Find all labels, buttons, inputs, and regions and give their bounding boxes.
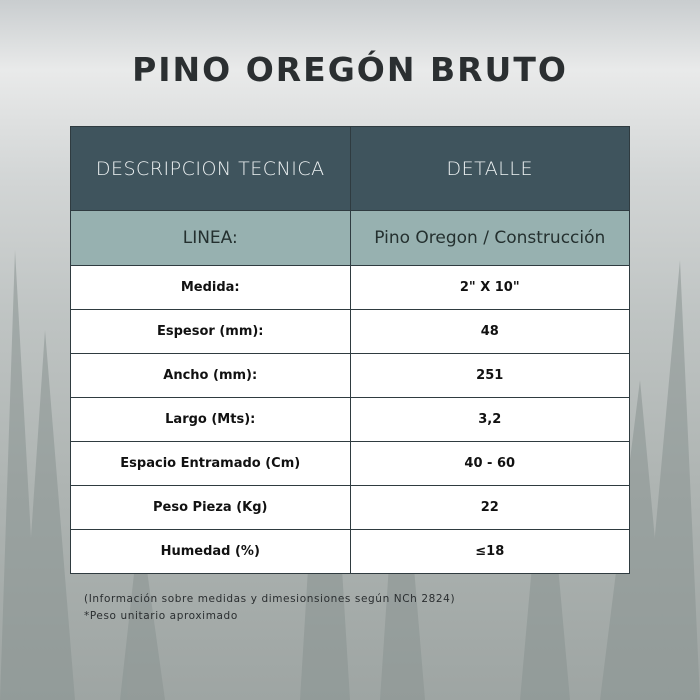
row-value: 2" X 10" [349, 265, 630, 310]
line-row: LINEA: Pino Oregon / Construcción [70, 210, 630, 266]
header-description: DESCRIPCION TECNICA [70, 126, 351, 211]
footnotes: (Información sobre medidas y dimesionsio… [84, 591, 455, 625]
line-value: Pino Oregon / Construcción [349, 210, 630, 266]
row-value: 22 [349, 485, 630, 530]
row-label: Espesor (mm): [70, 309, 351, 354]
row-label: Espacio Entramado (Cm) [70, 441, 351, 486]
row-label: Peso Pieza (Kg) [70, 485, 351, 530]
table-row: Humedad (%) ≤18 [70, 529, 630, 574]
row-value: 3,2 [349, 397, 630, 442]
row-label: Ancho (mm): [70, 353, 351, 398]
row-value: 48 [349, 309, 630, 354]
row-label: Medida: [70, 265, 351, 310]
table-row: Espesor (mm): 48 [70, 309, 630, 354]
table-row: Medida: 2" X 10" [70, 265, 630, 310]
spec-table: DESCRIPCION TECNICA DETALLE LINEA: Pino … [70, 126, 630, 574]
table-row: Ancho (mm): 251 [70, 353, 630, 398]
table-row: Peso Pieza (Kg) 22 [70, 485, 630, 530]
line-label: LINEA: [70, 210, 351, 266]
row-label: Humedad (%) [70, 529, 351, 574]
row-value: ≤18 [349, 529, 630, 574]
table-header-row: DESCRIPCION TECNICA DETALLE [70, 126, 630, 211]
row-value: 251 [349, 353, 630, 398]
footnote-source: (Información sobre medidas y dimesionsio… [84, 593, 456, 605]
table-row: Espacio Entramado (Cm) 40 - 60 [70, 441, 630, 486]
row-value: 40 - 60 [349, 441, 630, 486]
row-label: Largo (Mts): [70, 397, 351, 442]
footnote-weight: *Peso unitario aproximado [84, 610, 238, 622]
header-detail: DETALLE [349, 126, 630, 211]
page-title: PINO OREGÓN BRUTO [132, 50, 568, 89]
table-row: Largo (Mts): 3,2 [70, 397, 630, 442]
